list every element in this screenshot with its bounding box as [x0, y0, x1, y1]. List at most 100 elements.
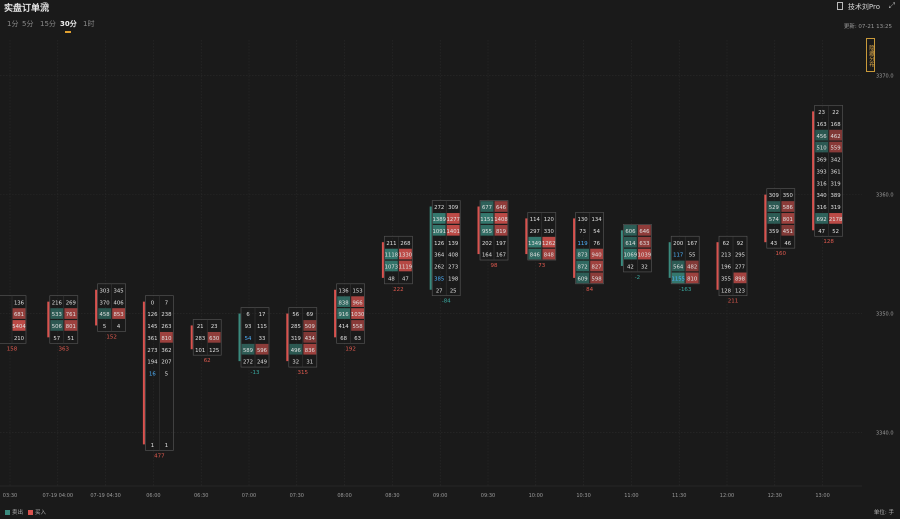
- buy-volume-label: 198: [448, 276, 459, 282]
- buy-volume-label: 1030: [351, 312, 365, 318]
- sell-volume-label: 47: [818, 229, 825, 235]
- candle-body-bar: [668, 242, 671, 278]
- sell-volume-label: 136: [339, 288, 350, 294]
- buy-volume-label: 47: [402, 276, 409, 282]
- distribution-toggle-button[interactable]: 隐藏分布: [866, 38, 875, 72]
- buy-volume-cell: [351, 308, 364, 319]
- buy-volume-cell: [64, 308, 78, 319]
- sell-volume-label: 606: [625, 229, 636, 235]
- buy-volume-cell: [399, 260, 412, 272]
- candle-delta-label: 73: [538, 263, 545, 269]
- x-tick-label: 10:00: [529, 493, 543, 499]
- buy-volume-label: 32: [641, 265, 648, 271]
- sell-volume-label: 872: [578, 265, 588, 271]
- buy-volume-cell: [112, 308, 125, 319]
- sell-volume-label: 838: [339, 300, 350, 306]
- buy-volume-label: 810: [161, 336, 172, 342]
- sell-volume-label: 506: [52, 324, 63, 330]
- buy-volume-label: 92: [737, 241, 744, 247]
- x-tick-label: 10:30: [576, 493, 590, 499]
- x-tick-label: 07-19 04:00: [43, 493, 74, 499]
- buy-volume-label: 681: [14, 312, 24, 318]
- sell-volume-cell: [576, 248, 589, 260]
- sell-volume-label: 56: [292, 312, 299, 318]
- candle-body-bar: [381, 242, 384, 278]
- buy-volume-label: 210: [14, 336, 25, 342]
- buy-volume-cell: [638, 248, 651, 260]
- tab-1m[interactable]: 1分: [7, 20, 19, 28]
- sell-volume-label: 340: [817, 193, 828, 199]
- price-tick-label: 3350.0: [876, 312, 894, 318]
- sell-volume-label: 196: [721, 265, 732, 271]
- buy-volume-cell: [160, 331, 173, 343]
- candle-body-bar: [286, 313, 289, 362]
- sell-volume-label: 128: [721, 288, 732, 294]
- sell-volume-label: 23: [818, 110, 825, 116]
- help-icon[interactable]: ?: [41, 2, 49, 10]
- expand-icon[interactable]: ⤢: [888, 1, 895, 10]
- candle-delta-label: 222: [393, 287, 404, 293]
- buy-volume-label: 295: [735, 253, 745, 259]
- sell-volume-label: 0: [151, 300, 155, 306]
- buy-volume-label: 1401: [446, 229, 459, 235]
- buy-volume-label: 238: [161, 312, 172, 318]
- buy-volume-cell: [207, 331, 221, 343]
- buy-volume-label: 848: [544, 253, 555, 259]
- sell-volume-label: 955: [482, 229, 492, 235]
- tab-1h[interactable]: 1时: [83, 20, 95, 28]
- price-tick-label: 3360.0: [876, 193, 894, 199]
- sell-volume-label: 414: [339, 324, 350, 330]
- sell-volume-label: 677: [482, 205, 492, 211]
- tab-30m[interactable]: 30分: [60, 20, 77, 28]
- sell-volume-cell: [337, 308, 350, 319]
- sell-volume-cell: [767, 201, 781, 212]
- buy-volume-label: 139: [448, 241, 458, 247]
- sell-volume-label: 614: [625, 241, 636, 247]
- buy-volume-label: 1: [165, 443, 168, 449]
- sell-volume-label: 533: [52, 312, 62, 318]
- buy-volume-label: 153: [353, 288, 363, 294]
- sell-volume-label: 119: [578, 241, 588, 247]
- price-tick-label: 3340.0: [876, 430, 894, 436]
- sell-volume-label: 93: [245, 324, 252, 330]
- sell-volume-label: 692: [817, 217, 827, 223]
- candle-delta-label: 211: [728, 299, 739, 305]
- sell-volume-label: 68: [340, 336, 347, 342]
- buy-volume-cell: [829, 141, 842, 153]
- tab-5m[interactable]: 5分: [22, 20, 34, 28]
- candle-delta-label: -163: [679, 287, 692, 293]
- sell-volume-label: 272: [243, 360, 253, 366]
- sell-volume-label: 62: [723, 241, 730, 247]
- buy-volume-label: 1119: [399, 265, 412, 271]
- sell-volume-label: 1151: [480, 217, 493, 223]
- buy-volume-cell: [12, 308, 26, 319]
- buy-volume-label: 69: [306, 312, 313, 318]
- sell-volume-cell: [50, 308, 64, 319]
- buy-volume-label: 263: [161, 324, 171, 330]
- buy-volume-label: 559: [831, 146, 841, 152]
- sell-volume-label: 272: [434, 205, 444, 211]
- candle-delta-label: 477: [154, 453, 165, 459]
- buy-volume-label: 31: [306, 360, 313, 366]
- sell-volume-cell: [576, 260, 589, 272]
- buy-volume-label: 596: [257, 348, 268, 354]
- x-tick-label: 12:30: [768, 493, 782, 499]
- buy-volume-label: 319: [831, 181, 841, 187]
- sell-volume-cell: [385, 248, 398, 260]
- candle-body-bar: [142, 301, 145, 445]
- candle-delta-label: -84: [442, 299, 451, 305]
- header: 实盘订单流 ? 技术刘Pro ⤢: [0, 0, 900, 14]
- buy-volume-label: 197: [496, 241, 506, 247]
- sell-volume-cell: [528, 236, 542, 248]
- buy-volume-label: 5404: [12, 324, 26, 330]
- sell-volume-cell: [815, 213, 828, 224]
- sell-volume-cell: [576, 272, 589, 284]
- buy-volume-label: 330: [544, 229, 555, 235]
- sell-volume-label: 194: [147, 360, 158, 366]
- buy-volume-label: 167: [496, 253, 506, 259]
- sell-volume-label: 5: [103, 324, 106, 330]
- buy-volume-label: 52: [832, 229, 839, 235]
- tab-15m[interactable]: 15分: [40, 20, 56, 28]
- buy-volume-label: 7: [165, 300, 168, 306]
